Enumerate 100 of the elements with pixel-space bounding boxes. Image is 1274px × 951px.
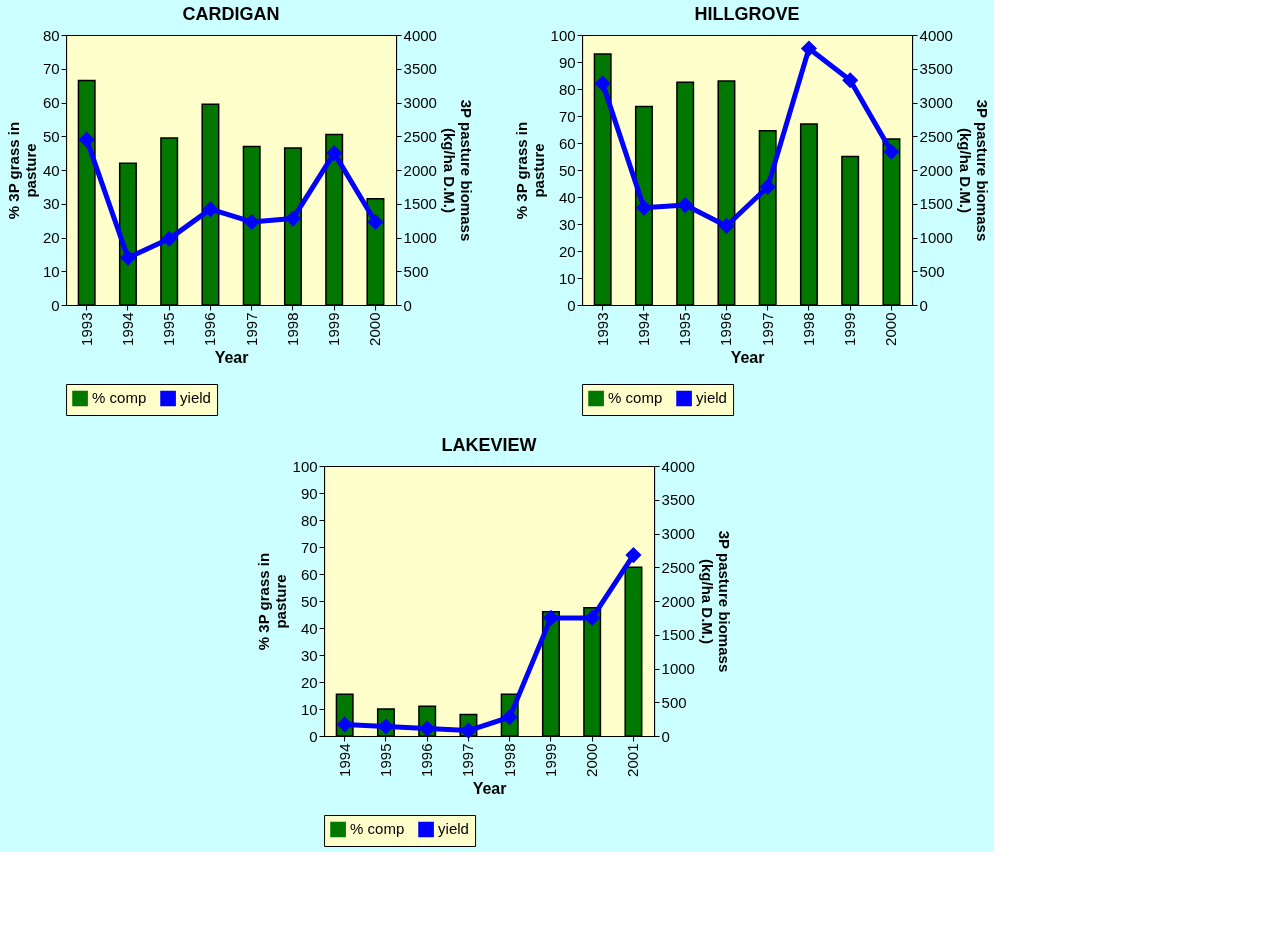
y-tick-label: 80 (300, 511, 318, 529)
x-tick-label: 1998 (799, 312, 817, 346)
y-tick-label: 50 (300, 592, 318, 610)
y-tick-label: 20 (300, 673, 318, 691)
x-tick-label: 1996 (201, 312, 219, 346)
chart-title: CARDIGAN (182, 4, 280, 24)
y-tick-label: 0 (309, 727, 318, 745)
y2-tick-label: 4000 (919, 26, 953, 44)
y2-tick-label: 500 (403, 262, 429, 280)
y2-axis-title: 3P pasture biomass (kg/ha D.M.) (698, 530, 733, 673)
y-tick-label: 60 (300, 565, 318, 583)
x-tick-label: 1993 (77, 312, 95, 346)
y-tick-label: 40 (42, 161, 60, 179)
legend-label: yield (180, 389, 211, 407)
y-axis-title: % 3P grass in pasture (512, 121, 547, 220)
legend-label: % comp (608, 389, 663, 407)
legend-label: % comp (92, 389, 147, 407)
x-axis-title: Year (730, 348, 765, 366)
y-tick-label: 70 (42, 60, 60, 78)
point (78, 131, 95, 148)
y2-tick-label: 3500 (919, 60, 953, 78)
x-tick-label: 1995 (160, 312, 178, 346)
point (594, 75, 611, 92)
y-tick-label: 80 (42, 26, 60, 44)
x-tick-label: 1997 (459, 743, 477, 777)
point (759, 178, 776, 195)
y-tick-label: 70 (300, 538, 318, 556)
y2-tick-label: 4000 (403, 26, 437, 44)
x-tick-label: 1994 (118, 312, 136, 346)
x-tick-label: 1994 (634, 312, 652, 346)
y-tick-label: 60 (558, 134, 576, 152)
x-tick-label: 1996 (717, 312, 735, 346)
legend-label: yield (696, 389, 727, 407)
x-tick-label: 1998 (283, 312, 301, 346)
point (542, 609, 559, 626)
x-tick-label: 1997 (242, 312, 260, 346)
y2-tick-label: 2000 (661, 592, 695, 610)
y-tick-label: 100 (292, 457, 318, 475)
legend-label: % comp (350, 820, 405, 838)
y2-tick-label: 2000 (403, 161, 437, 179)
point (625, 547, 642, 564)
y-tick-label: 50 (558, 161, 576, 179)
y2-axis-title: 3P pasture biomass (kg/ha D.M.) (956, 99, 991, 242)
y-tick-label: 10 (300, 700, 318, 718)
point (202, 201, 219, 218)
y-tick-label: 40 (300, 619, 318, 637)
point (842, 72, 859, 89)
y-tick-label: 20 (558, 242, 576, 260)
point (161, 230, 178, 247)
x-tick-label: 1999 (541, 743, 559, 777)
y-tick-label: 40 (558, 188, 576, 206)
y-tick-label: 0 (51, 296, 60, 314)
point (584, 609, 601, 626)
y2-tick-label: 0 (919, 296, 928, 314)
point (883, 143, 900, 160)
point (336, 716, 353, 733)
y-tick-label: 80 (558, 80, 576, 98)
x-axis-title: Year (214, 348, 249, 366)
x-tick-label: 1999 (325, 312, 343, 346)
y-tick-label: 30 (42, 195, 60, 213)
point (800, 40, 817, 57)
y2-tick-label: 2500 (403, 127, 437, 145)
y2-tick-label: 4000 (661, 457, 695, 475)
chart-title: LAKEVIEW (441, 435, 537, 455)
y-tick-label: 30 (558, 215, 576, 233)
y2-tick-label: 3000 (403, 94, 437, 111)
y-tick-label: 90 (300, 484, 318, 502)
y2-tick-label: 2500 (661, 558, 695, 576)
point (284, 210, 301, 227)
y2-tick-label: 1500 (403, 195, 437, 213)
y-tick-label: 0 (567, 296, 576, 314)
x-tick-label: 1993 (593, 312, 611, 346)
x-tick-label: 2000 (882, 312, 900, 346)
point (326, 145, 343, 162)
y2-tick-label: 500 (661, 693, 687, 711)
y2-tick-label: 1500 (919, 195, 953, 213)
y-axis-title: % 3P grass in pasture (254, 552, 289, 651)
y-tick-label: 10 (42, 262, 60, 280)
y-tick-label: 10 (558, 269, 576, 287)
point (243, 213, 260, 231)
chart-title: HILLGROVE (694, 4, 800, 24)
y2-tick-label: 0 (403, 296, 412, 314)
x-tick-label: 1998 (500, 743, 518, 777)
y2-tick-label: 3000 (919, 94, 953, 111)
x-tick-label: 1999 (841, 312, 859, 346)
y-tick-label: 60 (42, 94, 60, 111)
y-tick-label: 20 (42, 229, 60, 246)
y2-tick-label: 3500 (661, 491, 695, 509)
x-tick-label: 1996 (418, 743, 436, 777)
x-tick-label: 1995 (676, 312, 694, 346)
y2-tick-label: 2000 (919, 161, 953, 179)
legend-label: yield (438, 820, 469, 838)
y2-tick-label: 3000 (661, 525, 695, 542)
y-tick-label: 70 (558, 107, 576, 125)
y2-tick-label: 1000 (661, 660, 695, 677)
point (119, 249, 136, 266)
x-tick-label: 2001 (624, 743, 642, 777)
y-axis-title: % 3P grass in pasture (4, 121, 39, 220)
x-tick-label: 1997 (758, 312, 776, 346)
y-tick-label: 100 (550, 26, 576, 44)
